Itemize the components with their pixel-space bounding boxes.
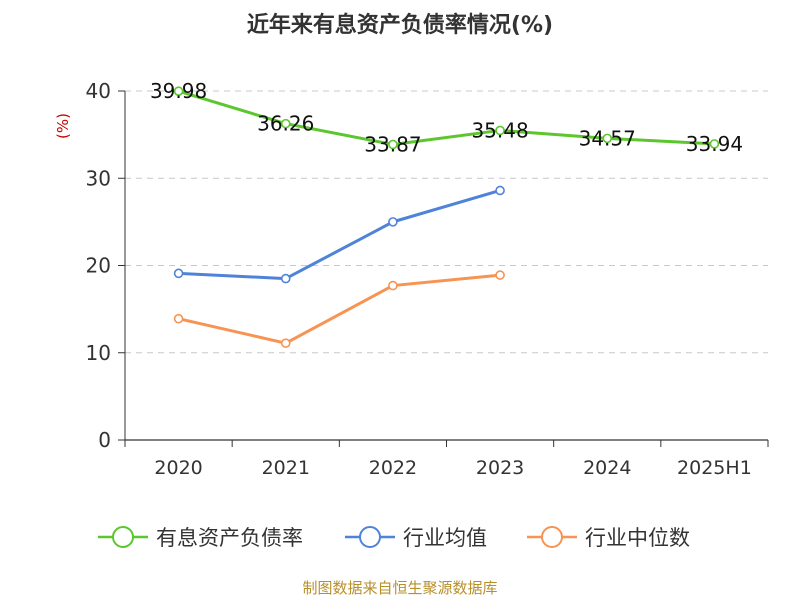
data-point (709, 139, 720, 149)
x-tick-label: 2025H1 (677, 457, 752, 479)
data-point (388, 139, 398, 150)
source-note: 制图数据来自恒生聚源数据库 (302, 579, 497, 597)
gridlines (125, 90, 768, 354)
y-tick-label: 20 (86, 254, 111, 278)
x-tick-label: 2021 (262, 457, 310, 479)
axes: 0 10 20 30 40 2020 2021 2022 2023 2024 2025H1 (86, 79, 769, 479)
y-tick-label: 10 (86, 341, 111, 365)
y-axis-label: (%) (54, 113, 72, 139)
series-1 (173, 185, 505, 284)
data-point (602, 133, 613, 144)
data-point (173, 86, 184, 96)
legend: 有息资产负债率 行业均值 行业中位数 (98, 526, 690, 550)
legend-label: 行业中位数 (585, 526, 690, 550)
y-tick-label: 30 (86, 166, 111, 190)
series-line (177, 89, 716, 146)
x-tick-label: 2024 (583, 457, 631, 479)
series-2 (173, 270, 505, 348)
y-tick-label: 40 (86, 79, 111, 103)
data-point (280, 338, 291, 348)
data-point (495, 270, 505, 280)
x-tick-label: 2023 (476, 457, 524, 479)
data-label: 33.87 (364, 132, 421, 156)
legend-label: 有息资产负债率 (156, 526, 303, 550)
data-label: 33.94 (686, 132, 743, 156)
x-tick-label: 2022 (369, 457, 417, 479)
data-point (495, 185, 505, 196)
y-tick-label: 0 (98, 428, 111, 452)
legend-label: 行业均值 (403, 526, 487, 550)
series-line (177, 188, 502, 281)
legend-marker (359, 526, 381, 548)
data-label: 34.57 (579, 126, 636, 150)
data-labels: 39.98 36.26 33.87 35.48 34.57 33.94 (150, 79, 743, 156)
series-layer (173, 86, 720, 348)
data-point (173, 313, 184, 324)
legend-marker (541, 526, 563, 548)
series-line (177, 273, 502, 345)
legend-item: 有息资产负债率 (98, 526, 303, 550)
legend-item: 行业均值 (345, 526, 487, 550)
data-label: 35.48 (471, 118, 528, 142)
x-tick-label: 2020 (154, 457, 202, 479)
data-point (173, 268, 184, 279)
data-point (280, 273, 291, 284)
data-label: 36.26 (257, 112, 314, 136)
data-point (388, 217, 398, 227)
legend-marker (112, 526, 134, 548)
data-point (388, 280, 398, 291)
legend-item: 行业中位数 (527, 526, 690, 550)
data-label: 39.98 (150, 79, 207, 103)
data-point (280, 118, 291, 129)
series-0 (173, 86, 720, 150)
chart-title: 近年来有息资产负债率情况(%) (247, 12, 553, 38)
data-point (495, 125, 505, 136)
